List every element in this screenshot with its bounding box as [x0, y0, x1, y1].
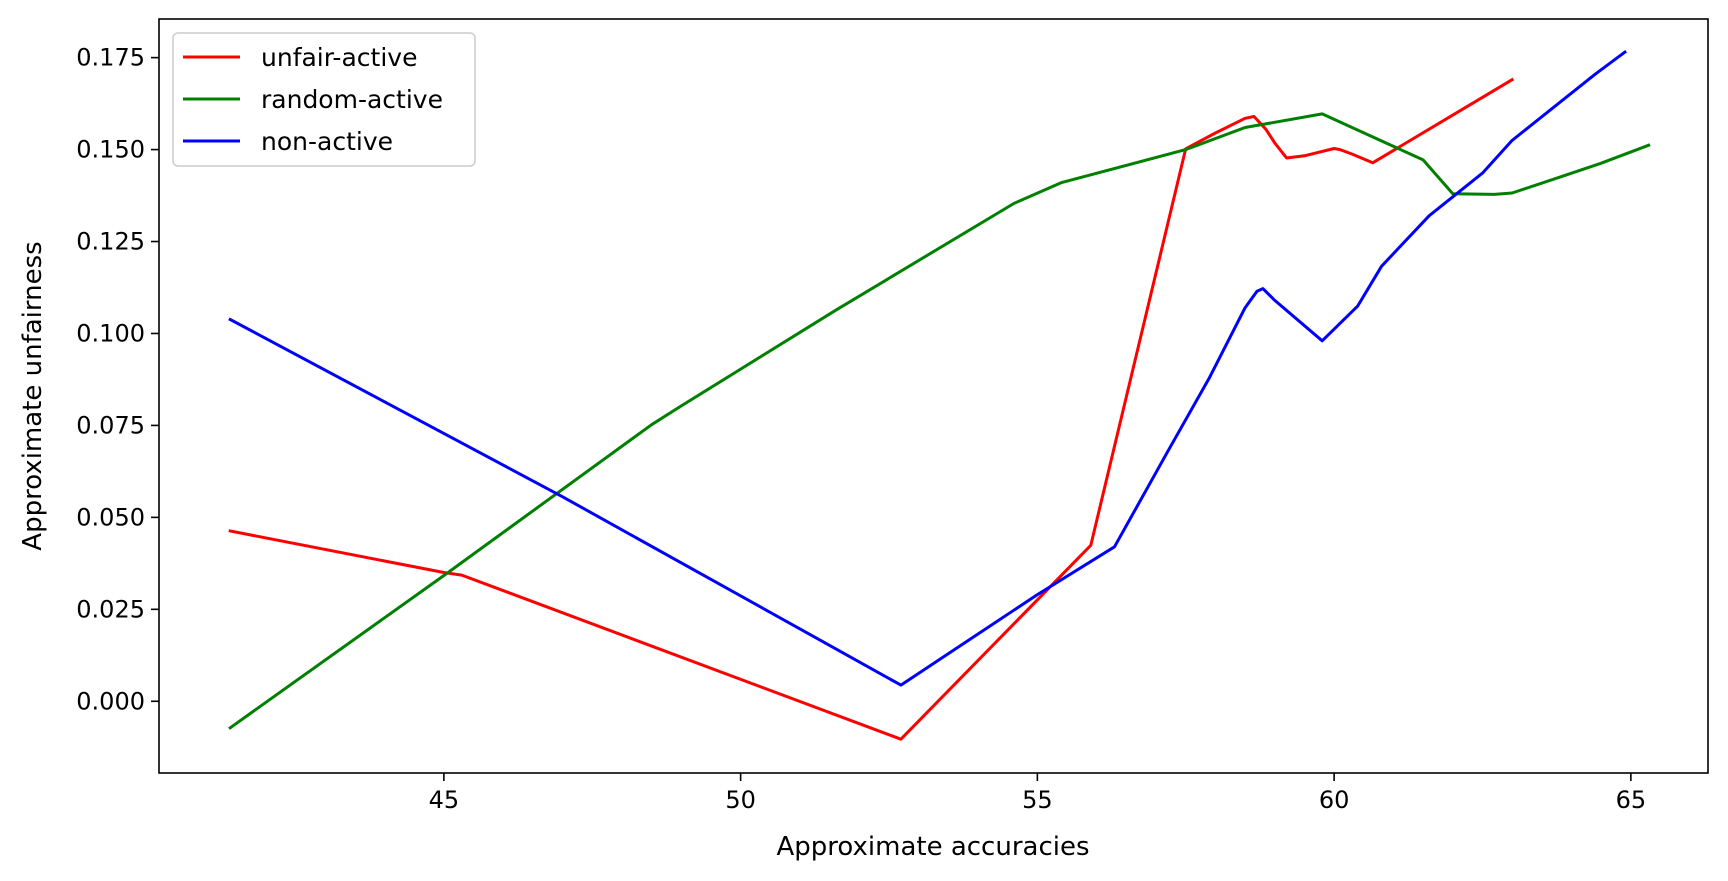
x-tick-label: 45 [429, 786, 460, 814]
legend-label-unfair-active: unfair-active [261, 43, 417, 72]
y-axis-ticks: 0.000 0.025 0.050 0.075 0.100 0.125 0.150 0.175 [76, 44, 159, 715]
x-tick-label: 55 [1022, 786, 1053, 814]
x-tick-label: 65 [1616, 786, 1647, 814]
y-axis-label: Approximate unfairness [18, 241, 48, 550]
y-tick-label: 0.175 [76, 44, 145, 72]
x-axis-ticks: 45 50 55 60 65 [429, 773, 1647, 814]
y-tick-label: 0.000 [76, 687, 145, 715]
legend-label-random-active: random-active [261, 85, 443, 114]
y-tick-label: 0.025 [76, 595, 145, 623]
y-tick-label: 0.075 [76, 411, 145, 439]
legend-label-non-active: non-active [261, 127, 393, 156]
y-tick-label: 0.050 [76, 503, 145, 531]
x-tick-label: 60 [1319, 786, 1350, 814]
y-tick-label: 0.100 [76, 319, 145, 347]
series-layer [228, 50, 1651, 741]
x-axis-label: Approximate accuracies [776, 832, 1089, 862]
x-tick-label: 50 [725, 786, 756, 814]
series-line-unfair-active [228, 77, 1515, 741]
legend: unfair-active random-active non-active [172, 32, 476, 167]
legend-box [172, 32, 476, 167]
series-line-random-active [228, 112, 1651, 730]
plot-frame [158, 18, 1709, 774]
legend-entries: unfair-active random-active non-active [183, 43, 443, 156]
y-tick-label: 0.150 [76, 136, 145, 164]
y-tick-label: 0.125 [76, 228, 145, 256]
series-line-non-active [228, 50, 1627, 687]
